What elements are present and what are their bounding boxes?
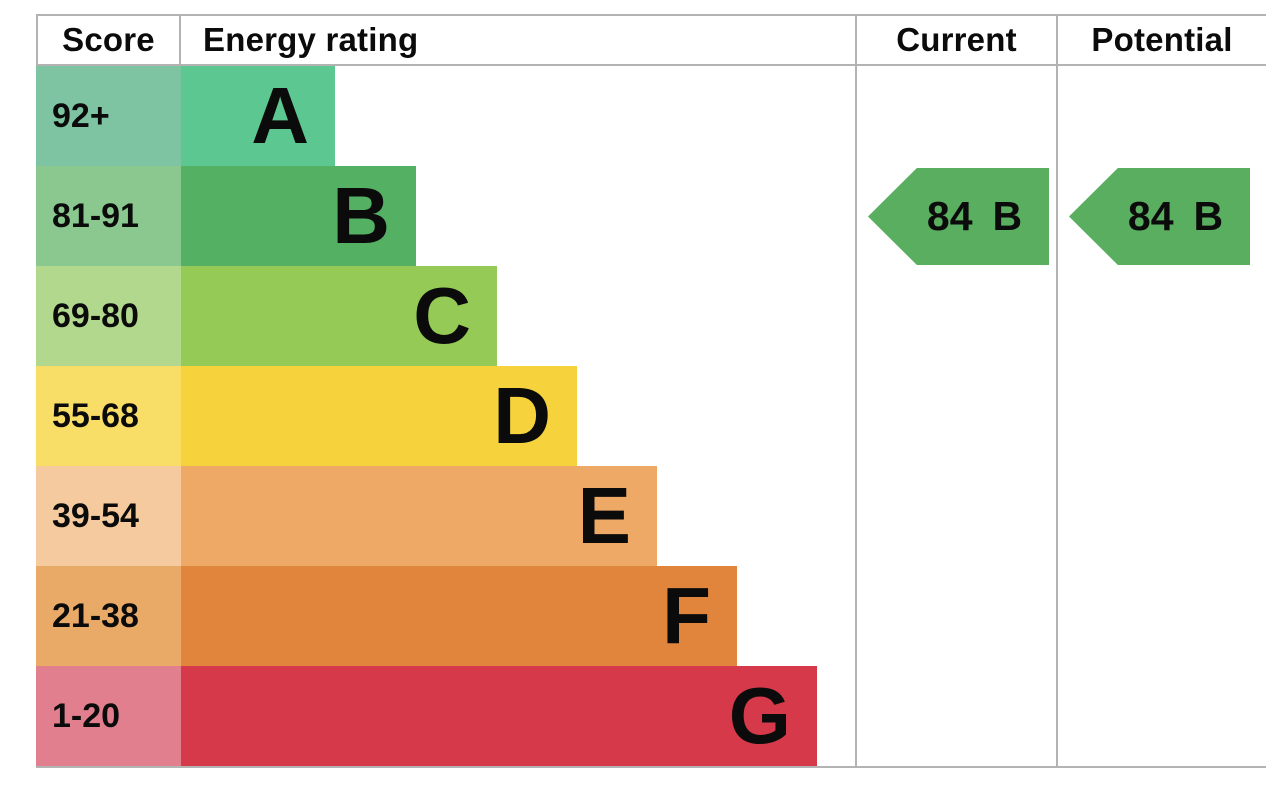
rating-bar-b: B [181,166,416,266]
epc-rating-chart: Score Energy rating Current Potential 92… [36,14,1266,768]
bar-cell-g: G [181,666,855,766]
band-letter-d: D [493,371,551,460]
score-cell-b: 81-91 [36,166,181,266]
rating-bar-f: F [181,566,737,666]
bar-cell-d: D [181,366,855,466]
potential-column-header: Potential [1056,16,1266,66]
score-cell-c: 69-80 [36,266,181,366]
band-letter-a: A [251,71,309,160]
current-rating-arrow: 84 B [868,168,1049,265]
energy-rating-column-header: Energy rating [181,16,855,66]
rating-bar-g: G [181,666,817,766]
band-letter-f: F [662,571,711,660]
current-rating-band: B [992,193,1023,239]
bar-cell-b: B [181,166,855,266]
score-cell-f: 21-38 [36,566,181,666]
bar-cell-a: A [181,66,855,166]
potential-rating-arrow: 84 B [1069,168,1250,265]
potential-rating-value: 84 [1127,193,1174,239]
current-column: 84 B [855,66,1056,766]
bar-cell-f: F [181,566,855,666]
rating-bar-a: A [181,66,335,166]
potential-column: 84 B [1056,66,1266,766]
bar-cell-e: E [181,466,855,566]
score-cell-e: 39-54 [36,466,181,566]
rating-bar-c: C [181,266,497,366]
band-letter-e: E [577,471,631,560]
band-letter-c: C [413,271,471,360]
current-rating-value: 84 [926,193,973,239]
rating-bar-e: E [181,466,657,566]
score-column-header: Score [36,16,181,66]
bar-cell-c: C [181,266,855,366]
score-cell-a: 92+ [36,66,181,166]
score-cell-d: 55-68 [36,366,181,466]
rating-bar-d: D [181,366,577,466]
potential-rating-band: B [1193,193,1224,239]
current-column-header: Current [855,16,1056,66]
score-cell-g: 1-20 [36,666,181,766]
band-letter-b: B [332,171,390,260]
band-letter-g: G [728,671,791,760]
